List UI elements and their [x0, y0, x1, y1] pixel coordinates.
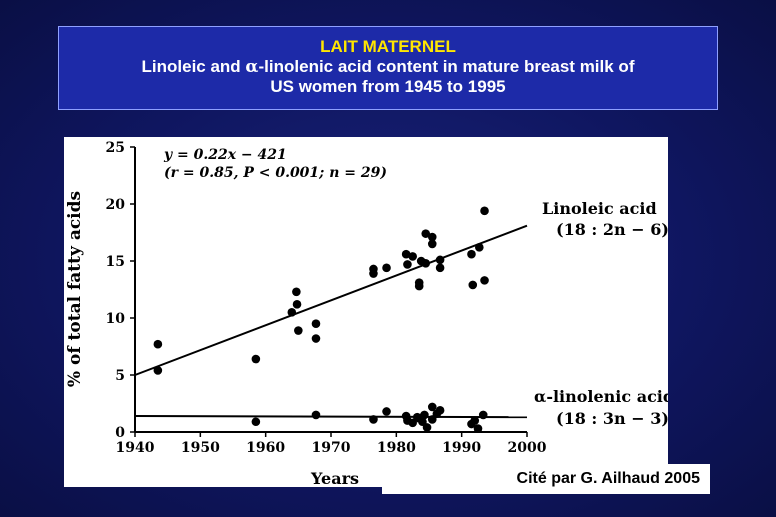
y-tick-label: 25	[106, 140, 125, 156]
slide-kicker: LAIT MATERNEL	[320, 37, 456, 56]
x-axis-label: Years	[310, 469, 359, 487]
regression-stats: (r = 0.85, P < 0.001; n = 29)	[164, 165, 387, 181]
data-point-s1	[435, 406, 445, 415]
data-point-s0	[401, 249, 411, 259]
y-tick-label: 5	[115, 368, 125, 384]
data-point-s0	[292, 300, 302, 309]
data-point-s0	[251, 354, 261, 364]
alpha-linolenic-legend-formula: (18 : 3n − 3)	[556, 409, 668, 428]
data-point-s0	[403, 260, 412, 269]
data-point-s1	[369, 415, 378, 424]
data-point-s0	[467, 249, 476, 259]
data-point-s0	[153, 339, 163, 349]
trend-line-0	[134, 224, 528, 376]
y-axis-label: % of total fatty acids	[65, 191, 85, 387]
data-point-s0	[311, 319, 321, 328]
title-suffix: -linolenic acid content in mature breast…	[258, 57, 635, 76]
trend-line-1	[134, 415, 528, 419]
trend-lines	[134, 224, 528, 419]
x-tick-label: 1940	[116, 440, 155, 456]
tick-labels: 1940 1950 1960 1970 1980 1990 2000 0 5 10 15 20 25	[106, 140, 547, 456]
x-tick-label: 1980	[377, 440, 416, 456]
data-point-s0	[475, 243, 484, 252]
slide-title-line1: Linoleic and α-linolenic acid content in…	[59, 57, 717, 77]
data-point-s0	[468, 280, 478, 290]
data-point-s0	[421, 229, 431, 238]
x-tick-label: 2000	[508, 440, 547, 456]
citation-text: Cité par G. Ailhaud 2005	[516, 470, 700, 487]
data-point-s0	[369, 269, 378, 278]
data-point-s0	[382, 263, 391, 273]
data-point-s1	[420, 410, 429, 420]
chart-panel: 1940 1950 1960 1970 1980 1990 2000 0 5 10 15 20 25 %…	[64, 137, 668, 487]
data-point-s0	[480, 206, 489, 216]
axes	[130, 146, 528, 437]
data-point-s0	[427, 239, 437, 249]
data-point-s0	[427, 232, 437, 242]
data-point-s1	[427, 402, 437, 412]
alpha-linolenic-legend-name: α-linolenic acid	[534, 387, 668, 406]
y-tick-label: 0	[115, 425, 125, 441]
data-point-s0	[153, 366, 163, 375]
data-point-s0	[292, 287, 301, 297]
regression-equation: y = 0.22x − 421	[163, 147, 287, 163]
data-point-s1	[251, 417, 261, 427]
y-tick-label: 20	[106, 197, 126, 213]
title-prefix: Linoleic and	[141, 57, 246, 76]
data-point-s0	[414, 281, 424, 291]
data-point-s1	[478, 410, 488, 420]
data-point-s0	[435, 255, 445, 265]
scatter-chart: 1940 1950 1960 1970 1980 1990 2000 0 5 10 15 20 25 %…	[65, 140, 668, 487]
title-box: LAIT MATERNEL Linoleic and α-linolenic a…	[58, 26, 718, 110]
linoleic-legend-formula: (18 : 2n − 6)	[556, 220, 668, 239]
data-point-s0	[294, 326, 303, 335]
citation-box: Cité par G. Ailhaud 2005	[382, 464, 710, 494]
data-point-s1	[311, 410, 321, 420]
data-point-s0	[435, 263, 445, 273]
data-points	[153, 206, 489, 433]
data-point-s1	[422, 423, 432, 432]
data-point-s0	[287, 308, 297, 317]
data-point-s1	[470, 416, 480, 425]
data-point-s0	[408, 252, 417, 261]
x-tick-label: 1990	[442, 440, 481, 456]
x-tick-label: 1970	[312, 440, 351, 456]
x-tick-label: 1960	[246, 440, 285, 456]
slide-title-line2: US women from 1945 to 1995	[270, 77, 506, 96]
data-point-s0	[311, 334, 321, 343]
y-tick-label: 10	[106, 311, 126, 327]
data-point-s1	[473, 424, 483, 433]
x-tick-label: 1950	[181, 440, 220, 456]
data-point-s1	[382, 407, 391, 416]
y-tick-label: 15	[106, 254, 125, 270]
alpha-symbol: α	[245, 57, 259, 77]
linoleic-legend-name: Linoleic acid	[542, 199, 657, 218]
data-point-s0	[480, 276, 489, 285]
data-point-s0	[421, 258, 431, 268]
